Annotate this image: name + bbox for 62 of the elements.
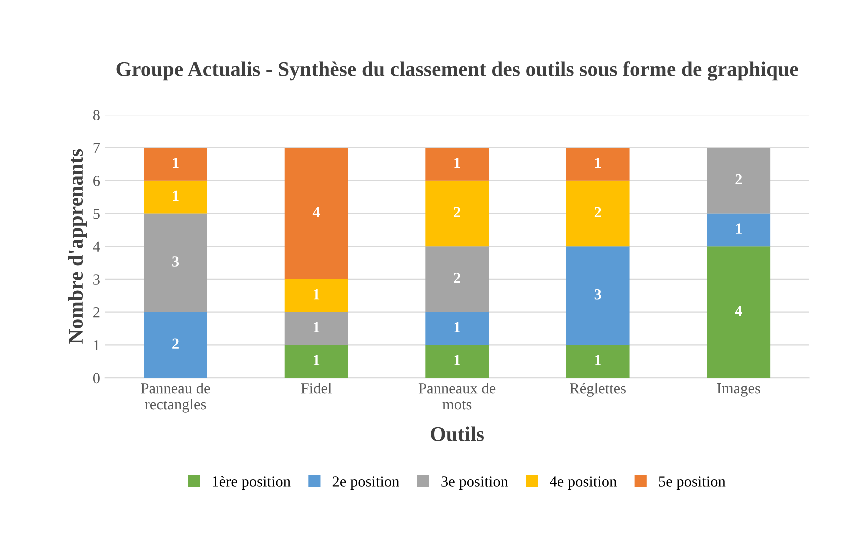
data-label: 4 (735, 306, 742, 316)
bar (144, 312, 208, 378)
y-tick-label: 8 (93, 110, 100, 121)
x-tick-label: Fidel (301, 382, 332, 394)
bar (426, 148, 490, 181)
data-label: 1 (314, 290, 320, 300)
y-tick-label: 5 (94, 209, 100, 220)
data-label: 1 (314, 322, 320, 332)
data-label: 1 (454, 158, 460, 168)
bar (566, 180, 630, 247)
bar (566, 246, 630, 346)
y-tick-label: 7 (94, 143, 100, 154)
chart-title: Groupe Actualis - Synthèse du classement des outils sous forme de graphique (116, 62, 798, 81)
bar (284, 148, 348, 280)
bar (426, 246, 490, 312)
y-tick-label: 4 (93, 242, 100, 252)
bar (284, 279, 348, 312)
bar (426, 345, 490, 378)
data-label: 1 (736, 224, 742, 234)
data-label: 2 (594, 207, 602, 218)
data-label: 1 (173, 190, 179, 201)
data-label: 2 (736, 174, 742, 185)
x-tick-label: Panneaux de mots (418, 382, 496, 410)
y-tick-label: 0 (93, 373, 100, 384)
x-tick-label: Panneau de rectangles (141, 382, 210, 413)
bar (284, 312, 348, 346)
bar (426, 180, 490, 247)
bar (707, 246, 771, 378)
data-label: 3 (594, 289, 602, 300)
data-label: 2 (454, 273, 460, 284)
data-label: 2 (172, 338, 179, 349)
bar (707, 148, 771, 214)
data-label: 4 (312, 207, 320, 218)
legend-label: 1ère position (213, 476, 291, 490)
data-label: 1 (454, 322, 460, 332)
legend-label: 5e position (659, 476, 726, 490)
bar (284, 345, 348, 378)
x-tick-label: Images (717, 384, 760, 397)
data-label: 2 (454, 207, 460, 218)
bar (144, 180, 208, 214)
legend-label: 3e position (442, 476, 508, 490)
data-label: 1 (314, 355, 320, 366)
data-label: 3 (172, 256, 180, 267)
y-axis-title: Nombre d'apprenants (68, 149, 88, 344)
bar (566, 148, 630, 181)
y-tick-label: 3 (94, 274, 100, 285)
bar (566, 345, 630, 378)
data-label: 1 (596, 355, 602, 366)
data-label: 1 (173, 158, 179, 168)
data-label: 1 (596, 158, 602, 168)
y-tick-label: 1 (94, 340, 100, 351)
x-axis-title: Outils (431, 426, 484, 442)
bar (144, 148, 208, 181)
bar (144, 214, 208, 312)
data-label: 1 (454, 355, 460, 366)
bar (426, 312, 490, 346)
bar (707, 214, 771, 247)
legend-label: 2e position (332, 476, 400, 490)
legend-label: 4e position (550, 476, 617, 490)
x-tick-label: Réglettes (570, 382, 626, 397)
y-tick-label: 6 (94, 176, 100, 186)
y-tick-label: 2 (94, 308, 100, 318)
